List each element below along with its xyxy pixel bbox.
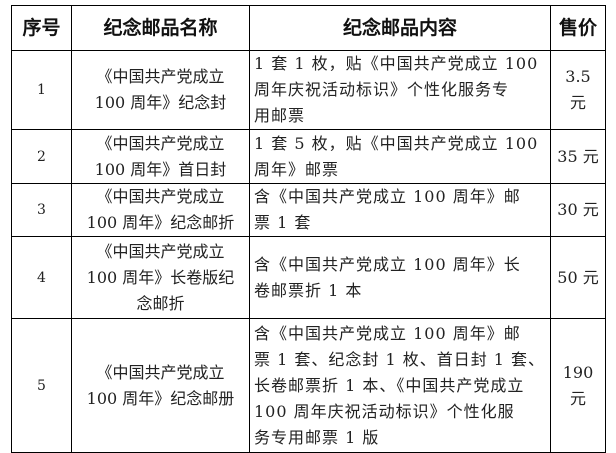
row-price: 35 元 (550, 129, 606, 184)
row-price: 30 元 (550, 183, 606, 237)
row-name: 《中国共产党成立 100 周年》长卷版纪 念邮折 (71, 236, 250, 319)
row-name: 《中国共产党成立 100 周年》纪念邮册 (71, 318, 250, 453)
table-row: 1 《中国共产党成立 100 周年》纪念封 1 套 1 枚，贴《中国共产党成立 … (11, 50, 606, 130)
row-content: 含《中国共产党成立 100 周年》长 卷邮票折 1 本 (249, 236, 551, 319)
table-row: 4 《中国共产党成立 100 周年》长卷版纪 念邮折 含《中国共产党成立 100… (11, 236, 606, 319)
row-no: 4 (11, 236, 72, 319)
row-no: 5 (11, 318, 72, 453)
header-row: 序号 纪念邮品名称 纪念邮品内容 售价 (11, 5, 606, 51)
row-no: 2 (11, 129, 72, 184)
header-content: 纪念邮品内容 (249, 5, 551, 51)
table-row: 3 《中国共产党成立 100 周年》纪念邮折 含《中国共产党成立 100 周年》… (11, 183, 606, 237)
row-content: 1 套 5 枚，贴《中国共产党成立 100 周年》邮票 (249, 129, 551, 184)
row-price: 50 元 (550, 236, 606, 319)
table-row: 2 《中国共产党成立 100 周年》首日封 1 套 5 枚，贴《中国共产党成立 … (11, 129, 606, 184)
row-content: 含《中国共产党成立 100 周年》邮 票 1 套、纪念封 1 枚、首日封 1 套… (249, 318, 551, 453)
stamp-products-table: 序号 纪念邮品名称 纪念邮品内容 售价 1 《中国共产党成立 100 周年》纪念… (11, 5, 606, 453)
row-name: 《中国共产党成立 100 周年》纪念封 (71, 50, 250, 130)
row-no: 1 (11, 50, 72, 130)
header-name: 纪念邮品名称 (71, 5, 250, 51)
row-price: 3.5 元 (550, 50, 606, 130)
row-content: 1 套 1 枚，贴《中国共产党成立 100 周年庆祝活动标识》个性化服务专 用邮… (249, 50, 551, 130)
table-row: 5 《中国共产党成立 100 周年》纪念邮册 含《中国共产党成立 100 周年》… (11, 318, 606, 453)
row-no: 3 (11, 183, 72, 237)
header-price: 售价 (550, 5, 606, 51)
row-name: 《中国共产党成立 100 周年》纪念邮折 (71, 183, 250, 237)
row-name: 《中国共产党成立 100 周年》首日封 (71, 129, 250, 184)
row-price: 190 元 (550, 318, 606, 453)
header-no: 序号 (11, 5, 72, 51)
row-content: 含《中国共产党成立 100 周年》邮 票 1 套 (249, 183, 551, 237)
